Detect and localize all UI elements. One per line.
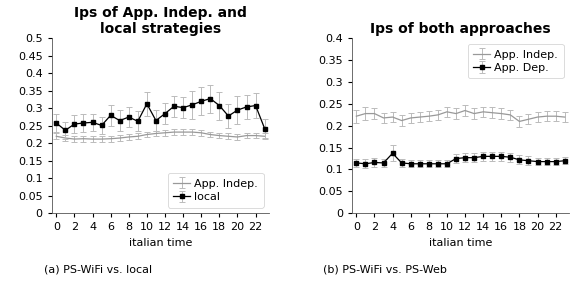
X-axis label: italian time: italian time — [429, 238, 492, 248]
Legend: App. Indep., App. Dep.: App. Indep., App. Dep. — [467, 44, 564, 78]
X-axis label: italian time: italian time — [129, 238, 192, 248]
Text: (a) PS-WiFi vs. local: (a) PS-WiFi vs. local — [44, 264, 152, 274]
Title: Ips of both approaches: Ips of both approaches — [370, 22, 551, 36]
Legend: App. Indep., local: App. Indep., local — [168, 173, 263, 207]
Text: (b) PS-WiFi vs. PS-Web: (b) PS-WiFi vs. PS-Web — [323, 264, 447, 274]
Title: Ips of App. Indep. and
local strategies: Ips of App. Indep. and local strategies — [74, 6, 247, 36]
